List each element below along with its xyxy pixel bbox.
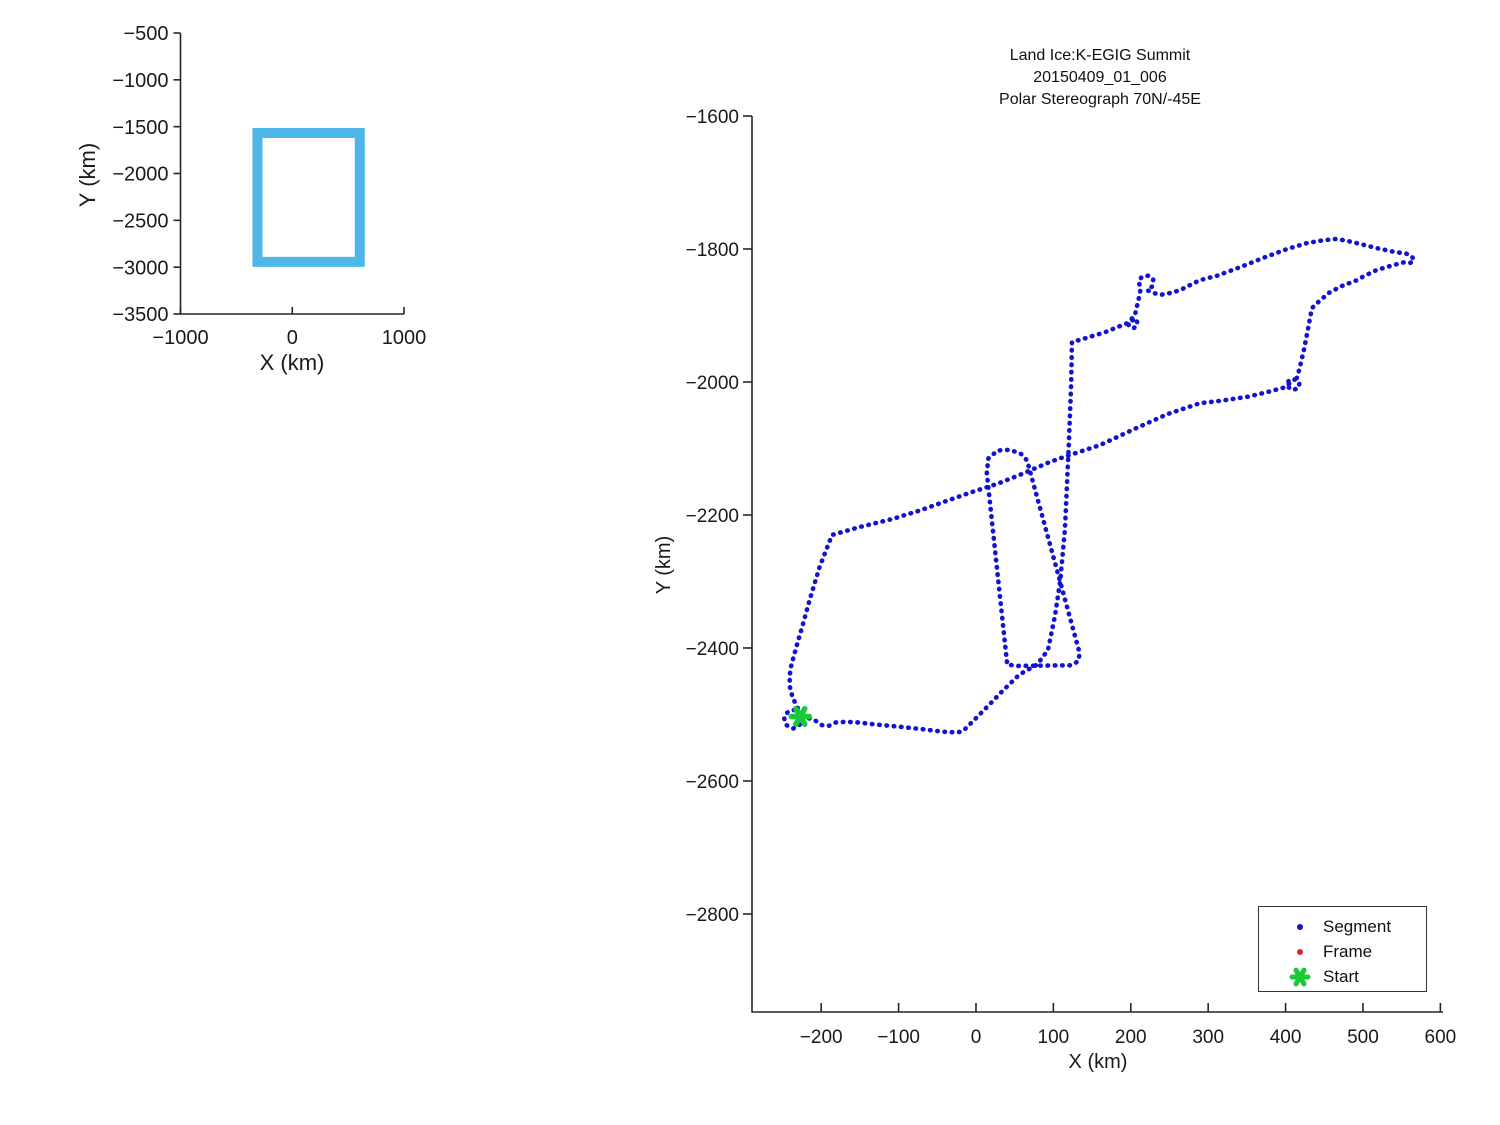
flight-x-tick-label: 300 [1192, 1027, 1224, 1048]
flight-y-tick-label: −2600 [686, 772, 739, 793]
overview-y-tick-label: −1500 [112, 117, 168, 139]
overview-y-tick-label: −2500 [112, 211, 168, 233]
flight-axis-spines [751, 116, 1443, 1013]
overview-y-axis-label: Y (km) [75, 142, 100, 208]
flight-y-tick-label: −1800 [686, 240, 739, 261]
legend-asterisk-arm [1293, 967, 1307, 986]
flight-x-tick-label: −100 [877, 1027, 920, 1048]
start-marker-center [796, 712, 805, 721]
flight-x-tick-label: 200 [1115, 1027, 1147, 1048]
flight-y-tick-label: −2000 [686, 373, 739, 394]
flight-track-segment [984, 447, 1082, 669]
overview-y-tick-label: −3500 [112, 304, 168, 326]
title-line-2: 20150409_01_006 [1033, 69, 1167, 86]
overview-y-tick-label: −2000 [112, 164, 168, 186]
overview-y-tick-label: −1000 [112, 70, 168, 92]
legend-label-segment: Segment [1323, 916, 1392, 936]
flight-track-segment [781, 236, 1417, 735]
legend-row-segment: Segment [1259, 914, 1426, 939]
flight-x-tick-label: 400 [1270, 1027, 1302, 1048]
flight-y-tick-label: −2400 [686, 639, 739, 660]
title-line-1: Land Ice:K-EGIG Summit [1009, 47, 1191, 64]
coverage-box-outline [252, 127, 365, 267]
overview-x-tick-label: −1000 [152, 327, 208, 349]
flight-x-tick-label: −200 [800, 1027, 843, 1048]
flight-y-tick-label: −2800 [686, 905, 739, 926]
legend-row-frame: Frame [1259, 939, 1426, 964]
flight-y-tick-label: −1600 [686, 107, 739, 128]
segment-dot-icon [1283, 923, 1317, 930]
overview-axis-spines [179, 33, 404, 315]
flight-y-tick-label: −2200 [686, 506, 739, 527]
flight-x-tick-label: 0 [971, 1027, 982, 1048]
flight-x-axis-label: X (km) [1068, 1051, 1128, 1073]
start-asterisk-icon [1283, 966, 1317, 988]
overview-x-tick-label: 0 [287, 327, 298, 349]
flight-x-tick-label: 500 [1347, 1027, 1379, 1048]
legend-label-start: Start [1323, 966, 1359, 986]
frame-dot-icon [1283, 948, 1317, 955]
flight-x-tick-label: 100 [1038, 1027, 1070, 1048]
start-marker [788, 705, 813, 728]
legend-row-start: Start [1259, 964, 1426, 989]
legend-label-frame: Frame [1323, 941, 1373, 961]
title-line-3: Polar Stereograph 70N/-45E [999, 91, 1201, 108]
overview-x-tick-label: 1000 [382, 327, 427, 349]
flight-y-axis-label: Y (km) [653, 535, 675, 595]
legend-box: Segment Frame Start [1258, 906, 1427, 992]
overview-x-axis-label: X (km) [259, 350, 325, 375]
flight-plot-title: Land Ice:K-EGIG Summit 20150409_01_006 P… [900, 45, 1300, 111]
flight-x-tick-label: 600 [1425, 1027, 1457, 1048]
overview-y-tick-label: −3000 [112, 257, 168, 279]
overview-y-tick-label: −500 [123, 23, 168, 45]
